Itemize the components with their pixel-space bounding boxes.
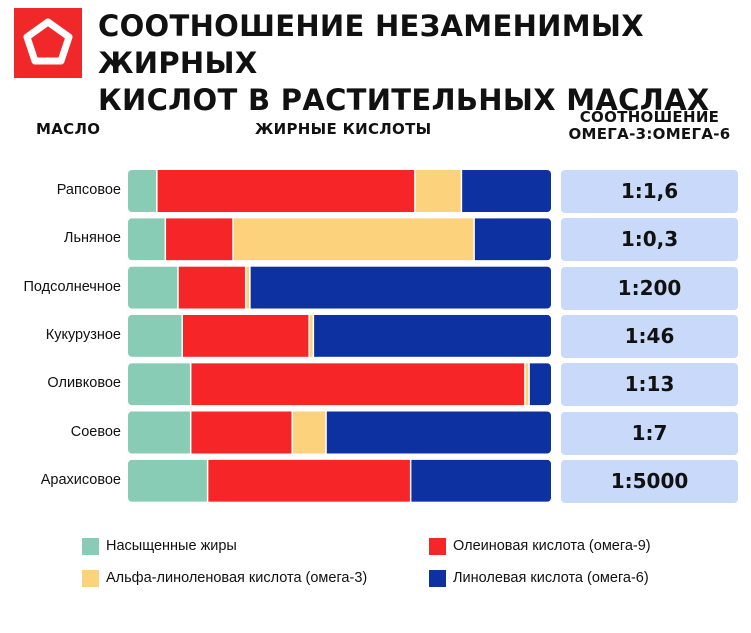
ratio-value: 1:0,3	[561, 218, 738, 262]
category-label: Рапсовое	[56, 182, 121, 198]
bar-segment	[309, 314, 313, 357]
bar-segment	[191, 363, 525, 406]
bar-row	[128, 459, 551, 502]
bar-segment	[250, 266, 551, 309]
bar-segment	[525, 363, 529, 406]
column-header-ratio: СООТНОШЕНИЕ ОМЕГА-3:ОМЕГА-6	[562, 109, 737, 143]
ratio-value: 1:5000	[561, 459, 738, 503]
bar-segment	[326, 411, 551, 454]
ratio-value: 1:200	[561, 266, 738, 310]
bar-segment	[246, 266, 250, 309]
bar-segment	[292, 411, 326, 454]
title-line-2: КИСЛОТ В РАСТИТЕЛЬНЫХ МАСЛАХ	[98, 83, 710, 117]
legend-swatch	[429, 570, 446, 587]
category-label: Льняное	[63, 230, 121, 247]
bar-segment	[128, 411, 190, 454]
bar-segment	[166, 218, 233, 261]
bar-row	[128, 218, 551, 261]
ratio-value: 1:13	[561, 363, 738, 407]
legend-swatch	[429, 538, 446, 555]
category-label: Соевое	[70, 423, 121, 440]
bar-segment	[128, 266, 178, 309]
bar-segment	[314, 314, 551, 357]
column-header-ratio-line-1: СООТНОШЕНИЕ	[579, 108, 720, 126]
legend-label: Олеиновая кислота (омега-9)	[453, 538, 651, 554]
bar-segment	[191, 411, 292, 454]
ratio-value: 1:46	[561, 314, 738, 358]
page-title: СООТНОШЕНИЕ НЕЗАМЕНИМЫХ ЖИРНЫХ КИСЛОТ В …	[98, 8, 738, 119]
category-label: Кукурузное	[45, 326, 121, 343]
bar-segment	[128, 459, 207, 502]
category-label: Оливковое	[47, 375, 121, 392]
bar-segment	[128, 314, 182, 357]
ratio-value: 1:7	[561, 411, 738, 455]
bar-row	[128, 363, 551, 406]
bar-segment	[474, 218, 551, 261]
bar-segment	[415, 170, 461, 212]
bar-segment	[411, 459, 551, 502]
legend-label: Линолевая кислота (омега-6)	[453, 570, 649, 586]
bar-segment	[233, 218, 474, 261]
category-label: Подсолнечное	[23, 278, 121, 295]
bar-segment	[128, 363, 190, 406]
column-header-oil: МАСЛО	[36, 120, 101, 138]
bar-segment	[157, 170, 415, 212]
bar-row	[128, 411, 551, 454]
column-header-fatty-acids: ЖИРНЫЕ КИСЛОТЫ	[255, 120, 432, 138]
legend-swatch	[82, 570, 99, 587]
legend-label: Насыщенные жиры	[106, 538, 237, 554]
pentagon-icon	[23, 18, 73, 65]
bar-segment	[208, 459, 410, 502]
legend-swatch	[82, 538, 99, 555]
bar-row	[128, 266, 551, 309]
brand-logo	[14, 8, 82, 78]
bar-segment	[128, 170, 157, 212]
bar-segment	[182, 314, 309, 357]
category-label: Арахисовое	[40, 471, 121, 488]
bar-segment	[178, 266, 245, 309]
ratio-value: 1:1,6	[561, 170, 738, 213]
bar-segment	[462, 170, 551, 212]
bar-row	[128, 314, 551, 357]
bar-row	[128, 170, 551, 212]
title-line-1: СООТНОШЕНИЕ НЕЗАМЕНИМЫХ ЖИРНЫХ	[98, 9, 644, 80]
legend-label: Альфа-линоленовая кислота (омега-3)	[106, 570, 368, 586]
bar-segment	[529, 363, 551, 406]
bar-segment	[128, 218, 165, 261]
column-header-ratio-line-2: ОМЕГА-3:ОМЕГА-6	[568, 125, 731, 143]
